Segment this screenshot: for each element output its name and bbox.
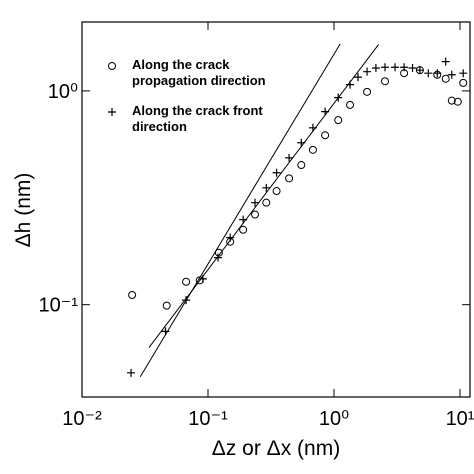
point <box>321 107 330 116</box>
point <box>297 161 306 170</box>
point <box>214 248 223 257</box>
point <box>447 96 456 105</box>
point <box>226 233 235 242</box>
x-tick-label: 10⁰ <box>319 408 349 430</box>
point <box>408 63 417 72</box>
point <box>239 215 248 224</box>
point <box>447 70 456 79</box>
point <box>371 63 380 72</box>
y-tick-label: 10⁰ <box>48 81 78 103</box>
point <box>334 116 343 125</box>
point <box>262 183 271 192</box>
point <box>161 327 170 336</box>
point <box>441 74 450 83</box>
legend-marker <box>108 108 116 116</box>
point <box>346 100 355 109</box>
point <box>239 225 248 234</box>
y-axis-label: Δh (nm) <box>12 173 35 248</box>
point <box>127 368 136 377</box>
point <box>334 93 343 102</box>
point <box>285 174 294 183</box>
point <box>441 57 450 66</box>
point <box>198 274 207 283</box>
y-tick-label: 10⁻¹ <box>39 295 79 317</box>
point <box>272 187 281 196</box>
legend-marker <box>108 62 116 70</box>
point <box>353 73 362 82</box>
point <box>400 63 409 72</box>
point <box>308 145 317 154</box>
point <box>363 87 372 96</box>
point <box>182 296 191 305</box>
point <box>213 253 222 262</box>
x-axis-label: Δz or Δx (nm) <box>212 437 340 460</box>
point <box>346 80 355 89</box>
point <box>381 77 390 86</box>
fit-line <box>148 44 380 348</box>
point <box>459 78 468 87</box>
point <box>453 97 462 106</box>
legend-label: Along the crack propagation direction <box>132 57 266 88</box>
point <box>424 69 433 78</box>
point <box>162 301 171 310</box>
legend-label: Along the crack front direction <box>132 103 263 134</box>
point <box>391 63 400 72</box>
point <box>128 290 137 299</box>
x-tick-label: 10¹ <box>446 408 474 430</box>
point <box>297 138 306 147</box>
fit-line <box>139 43 341 378</box>
point <box>433 69 442 78</box>
point <box>262 198 271 207</box>
plot-frame <box>81 21 471 398</box>
point <box>381 63 390 72</box>
x-tick-label: 10⁻¹ <box>188 408 228 430</box>
point <box>308 123 317 132</box>
point <box>363 67 372 76</box>
point <box>285 153 294 162</box>
point <box>459 69 468 78</box>
point <box>250 198 259 207</box>
x-tick-label: 10⁻² <box>62 408 102 430</box>
point <box>182 277 191 286</box>
point <box>250 210 259 219</box>
point <box>321 131 330 140</box>
point <box>415 66 424 75</box>
point <box>272 168 281 177</box>
